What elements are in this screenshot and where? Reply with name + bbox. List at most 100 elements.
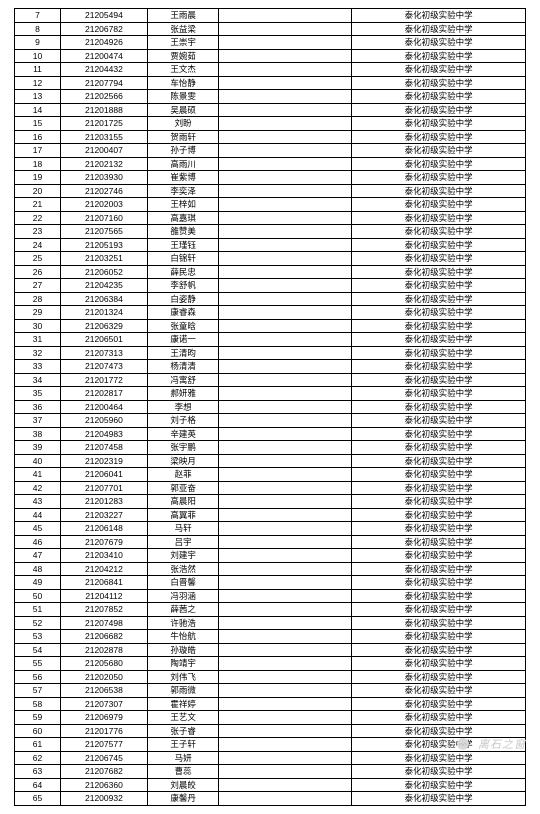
table-cell <box>219 630 352 644</box>
table-row: 3521202817郝妍雅泰化初级实验中学 <box>15 387 526 401</box>
table-cell <box>219 657 352 671</box>
table-cell <box>219 36 352 50</box>
table-row: 5221207498许驰浩泰化初级实验中学 <box>15 616 526 630</box>
table-row: 4221207701郭亚奋泰化初级实验中学 <box>15 481 526 495</box>
table-row: 5721206538郭雨微泰化初级实验中学 <box>15 684 526 698</box>
table-cell: 21200932 <box>60 792 147 806</box>
table-cell: 21206329 <box>60 319 147 333</box>
table-cell: 21204112 <box>60 589 147 603</box>
table-cell: 39 <box>15 441 61 455</box>
table-cell: 44 <box>15 508 61 522</box>
table-cell: 高嘉琪 <box>147 211 219 225</box>
table-cell: 33 <box>15 360 61 374</box>
table-cell: 60 <box>15 724 61 738</box>
table-cell: 21203251 <box>60 252 147 266</box>
table-row: 5621202050刘伟飞泰化初级实验中学 <box>15 670 526 684</box>
table-cell: 32 <box>15 346 61 360</box>
table-row: 1621203155贺雨轩泰化初级实验中学 <box>15 130 526 144</box>
table-cell: 泰化初级实验中学 <box>352 535 526 549</box>
table-cell <box>219 319 352 333</box>
table-row: 1321202566陈景雯泰化初级实验中学 <box>15 90 526 104</box>
table-cell: 21206041 <box>60 468 147 482</box>
table-cell: 刘子格 <box>147 414 219 428</box>
table-cell: 贺雨轩 <box>147 130 219 144</box>
table-cell: 泰化初级实验中学 <box>352 279 526 293</box>
table-cell: 56 <box>15 670 61 684</box>
table-cell: 霍祥婷 <box>147 697 219 711</box>
table-cell: 曹蕊 <box>147 765 219 779</box>
table-row: 2521203251白锦轩泰化初级实验中学 <box>15 252 526 266</box>
table-cell: 张益梁 <box>147 22 219 36</box>
table-cell: 21202878 <box>60 643 147 657</box>
table-cell: 21206538 <box>60 684 147 698</box>
table-cell: 泰化初级实验中学 <box>352 522 526 536</box>
table-cell: 泰化初级实验中学 <box>352 144 526 158</box>
table-row: 4321201283高晨阳泰化初级实验中学 <box>15 495 526 509</box>
table-row: 6121207577王子轩泰化初级实验中学 <box>15 738 526 752</box>
table-cell: 刘晨皎 <box>147 778 219 792</box>
table-cell: 21200474 <box>60 49 147 63</box>
table-cell: 泰化初级实验中学 <box>352 49 526 63</box>
watermark: 离石之窗 <box>456 736 526 754</box>
table-row: 3421201772冯寓舒泰化初级实验中学 <box>15 373 526 387</box>
table-cell <box>219 90 352 104</box>
table-cell: 辛建英 <box>147 427 219 441</box>
table-cell: 26 <box>15 265 61 279</box>
table-cell: 65 <box>15 792 61 806</box>
table-cell: 泰化初级实验中学 <box>352 103 526 117</box>
table-cell <box>219 400 352 414</box>
table-cell <box>219 265 352 279</box>
table-cell <box>219 117 352 131</box>
table-cell: 泰化初级实验中学 <box>352 454 526 468</box>
table-cell: 30 <box>15 319 61 333</box>
table-row: 3821204983辛建英泰化初级实验中学 <box>15 427 526 441</box>
table-cell: 刘建宇 <box>147 549 219 563</box>
table-cell: 57 <box>15 684 61 698</box>
table-cell: 泰化初级实验中学 <box>352 427 526 441</box>
table-cell: 21202746 <box>60 184 147 198</box>
table-cell: 18 <box>15 157 61 171</box>
table-cell: 泰化初级实验中学 <box>352 373 526 387</box>
table-cell: 泰化初级实验中学 <box>352 63 526 77</box>
table-cell: 21205494 <box>60 9 147 23</box>
table-cell: 孙璇皓 <box>147 643 219 657</box>
table-cell: 21206782 <box>60 22 147 36</box>
table-row: 5421202878孙璇皓泰化初级实验中学 <box>15 643 526 657</box>
table-row: 3121206501康诺一泰化初级实验中学 <box>15 333 526 347</box>
table-cell: 13 <box>15 90 61 104</box>
table-cell: 薛民忠 <box>147 265 219 279</box>
table-cell: 泰化初级实验中学 <box>352 117 526 131</box>
table-cell: 高翼菲 <box>147 508 219 522</box>
table-row: 3721205960刘子格泰化初级实验中学 <box>15 414 526 428</box>
table-cell: 张宇鹏 <box>147 441 219 455</box>
table-cell: 贾婉茹 <box>147 49 219 63</box>
table-cell: 21207682 <box>60 765 147 779</box>
table-cell: 59 <box>15 711 61 725</box>
table-cell <box>219 414 352 428</box>
table-cell: 泰化初级实验中学 <box>352 549 526 563</box>
table-row: 1221207794车怡静泰化初级实验中学 <box>15 76 526 90</box>
table-cell: 泰化初级实验中学 <box>352 292 526 306</box>
table-cell <box>219 643 352 657</box>
table-cell: 郭亚奋 <box>147 481 219 495</box>
table-row: 1821202132高雨川泰化初级实验中学 <box>15 157 526 171</box>
table-row: 2021202746李奕泽泰化初级实验中学 <box>15 184 526 198</box>
table-row: 3221207313王清昀泰化初级实验中学 <box>15 346 526 360</box>
table-cell: 47 <box>15 549 61 563</box>
table-cell: 泰化初级实验中学 <box>352 778 526 792</box>
table-row: 2221207160高嘉琪泰化初级实验中学 <box>15 211 526 225</box>
table-row: 821206782张益梁泰化初级实验中学 <box>15 22 526 36</box>
table-cell: 马轩 <box>147 522 219 536</box>
table-cell <box>219 670 352 684</box>
table-cell: 29 <box>15 306 61 320</box>
table-cell: 27 <box>15 279 61 293</box>
table-row: 2921201324康睿森泰化初级实验中学 <box>15 306 526 320</box>
table-cell: 吴晨硕 <box>147 103 219 117</box>
table-cell <box>219 427 352 441</box>
table-cell: 泰化初级实验中学 <box>352 22 526 36</box>
table-cell: 郭雨微 <box>147 684 219 698</box>
table-cell: 梁映月 <box>147 454 219 468</box>
table-cell: 21203155 <box>60 130 147 144</box>
table-cell: 25 <box>15 252 61 266</box>
table-cell: 白晋馨 <box>147 576 219 590</box>
